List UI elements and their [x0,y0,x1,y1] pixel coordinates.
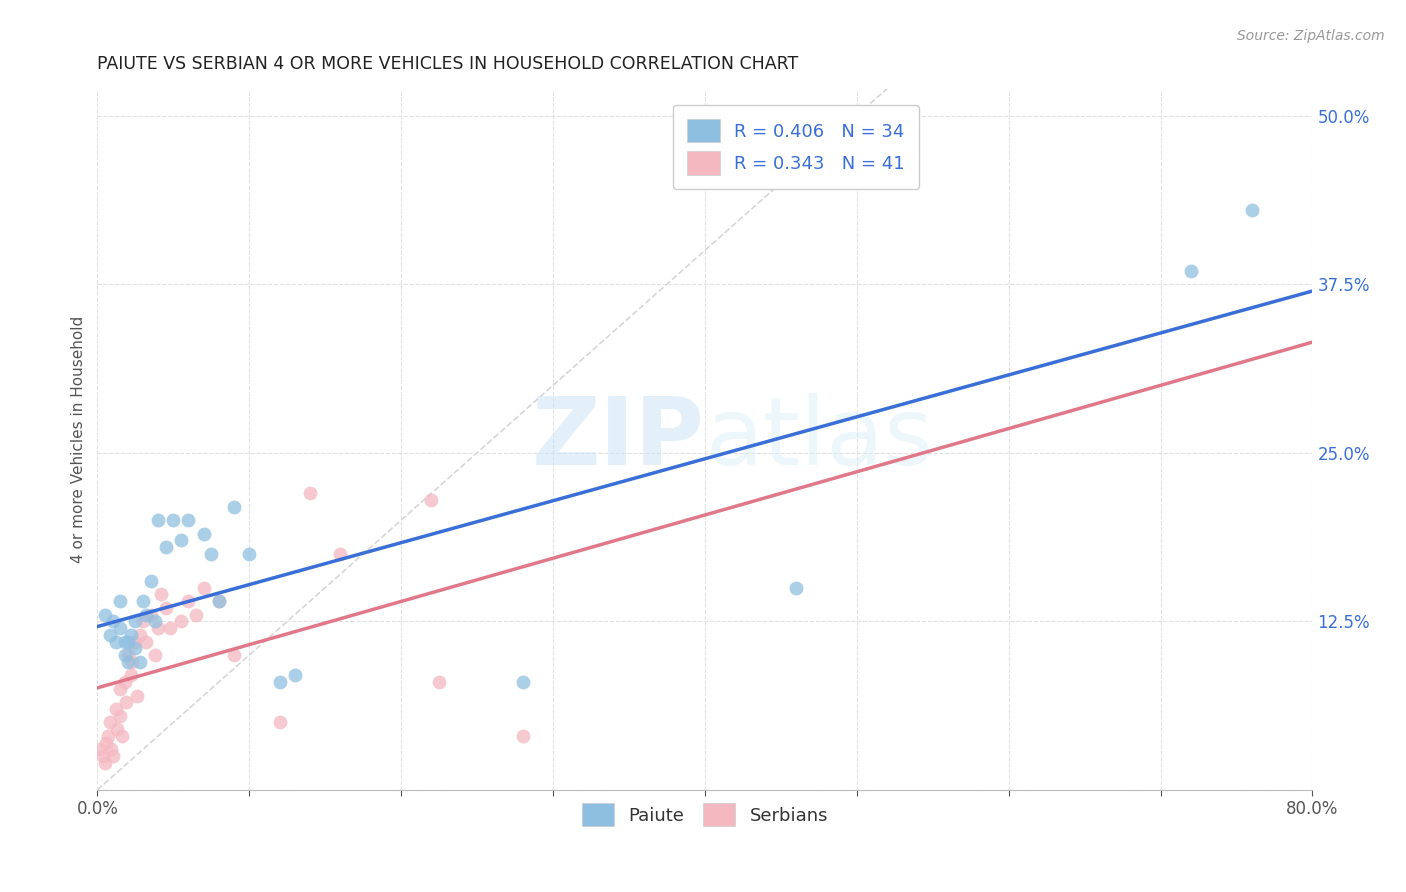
Point [146,513,169,527]
Point [284,668,307,682]
Point [111,729,134,743]
Point [132,594,155,608]
Point [94,607,117,622]
Text: ZIP: ZIP [531,393,704,485]
Point [100,742,122,756]
Text: PAIUTE VS SERBIAN 4 OR MORE VEHICLES IN HOUSEHOLD CORRELATION CHART: PAIUTE VS SERBIAN 4 OR MORE VEHICLES IN … [97,55,799,73]
Point [159,621,181,635]
Point [150,587,173,601]
Point [108,708,131,723]
Point [117,634,139,648]
Point [135,607,157,622]
Point [170,615,193,629]
Point [329,547,352,561]
Point [143,615,166,629]
Point [170,533,193,548]
Y-axis label: 4 or more Vehicles in Household: 4 or more Vehicles in Household [72,316,86,563]
Point [193,581,215,595]
Point [146,621,169,635]
Point [108,594,131,608]
Point [208,594,231,608]
Point [785,581,807,595]
Point [269,715,291,730]
Point [121,655,143,669]
Point [115,695,138,709]
Point [104,634,127,648]
Point [1240,202,1263,217]
Point [114,634,136,648]
Point [139,574,162,588]
Point [269,675,291,690]
Point [298,486,321,500]
Point [128,628,150,642]
Point [97,729,120,743]
Point [124,615,146,629]
Point [128,655,150,669]
Text: atlas: atlas [704,393,934,485]
Point [155,540,177,554]
Point [143,648,166,662]
Point [177,513,200,527]
Point [98,628,121,642]
Point [132,615,155,629]
Point [238,547,260,561]
Legend: Paiute, Serbians: Paiute, Serbians [575,796,835,833]
Point [208,594,231,608]
Point [101,749,124,764]
Point [512,675,534,690]
Point [117,648,139,662]
Point [222,500,245,514]
Point [512,729,534,743]
Point [96,736,118,750]
Point [94,756,117,770]
Point [177,594,200,608]
Point [108,621,131,635]
Point [420,492,443,507]
Point [120,628,142,642]
Point [200,547,222,561]
Point [162,513,184,527]
Point [120,668,142,682]
Point [114,675,136,690]
Point [101,615,124,629]
Point [125,689,148,703]
Point [193,526,215,541]
Point [89,742,111,756]
Point [222,648,245,662]
Point [105,723,128,737]
Point [135,634,157,648]
Point [124,634,146,648]
Point [155,600,177,615]
Point [1180,263,1202,277]
Point [184,607,207,622]
Point [104,702,127,716]
Point [117,655,139,669]
Text: Source: ZipAtlas.com: Source: ZipAtlas.com [1237,29,1385,43]
Point [427,675,450,690]
Point [108,681,131,696]
Point [114,648,136,662]
Point [139,607,162,622]
Point [124,641,146,656]
Point [98,715,121,730]
Point [93,749,115,764]
